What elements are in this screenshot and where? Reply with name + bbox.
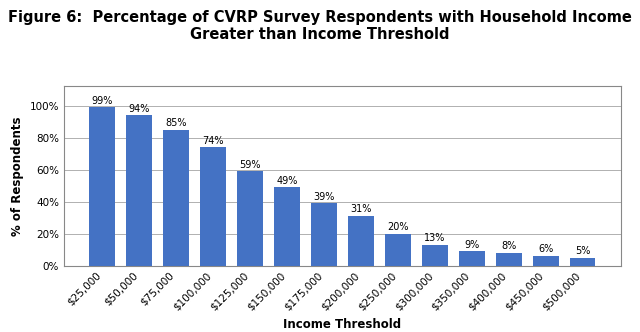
Text: 9%: 9% (464, 240, 479, 250)
Bar (274, 187, 300, 266)
Text: 5%: 5% (575, 246, 590, 256)
Text: 39%: 39% (313, 192, 335, 202)
Text: 99%: 99% (92, 96, 113, 106)
Bar (90, 107, 115, 266)
Bar (126, 115, 152, 266)
Text: 13%: 13% (424, 233, 445, 243)
Bar (200, 147, 226, 266)
Text: 74%: 74% (202, 135, 224, 145)
Text: Figure 6:  Percentage of CVRP Survey Respondents with Household Income
Greater t: Figure 6: Percentage of CVRP Survey Resp… (8, 10, 632, 42)
Bar (422, 245, 448, 266)
Text: 8%: 8% (501, 241, 516, 251)
Text: 59%: 59% (239, 160, 260, 170)
Bar (385, 234, 411, 266)
Text: 85%: 85% (165, 118, 187, 128)
Text: 94%: 94% (129, 104, 150, 114)
Y-axis label: % of Respondents: % of Respondents (11, 116, 24, 236)
Bar (496, 253, 522, 266)
Bar (311, 203, 337, 266)
Text: 6%: 6% (538, 244, 553, 254)
Bar (570, 258, 595, 266)
Text: 49%: 49% (276, 176, 298, 186)
Bar (237, 171, 263, 266)
Text: 20%: 20% (387, 222, 408, 232)
Bar (532, 256, 559, 266)
X-axis label: Income Threshold: Income Threshold (284, 318, 401, 331)
Bar (163, 129, 189, 266)
Text: 31%: 31% (350, 205, 372, 214)
Bar (348, 216, 374, 266)
Bar (459, 251, 484, 266)
